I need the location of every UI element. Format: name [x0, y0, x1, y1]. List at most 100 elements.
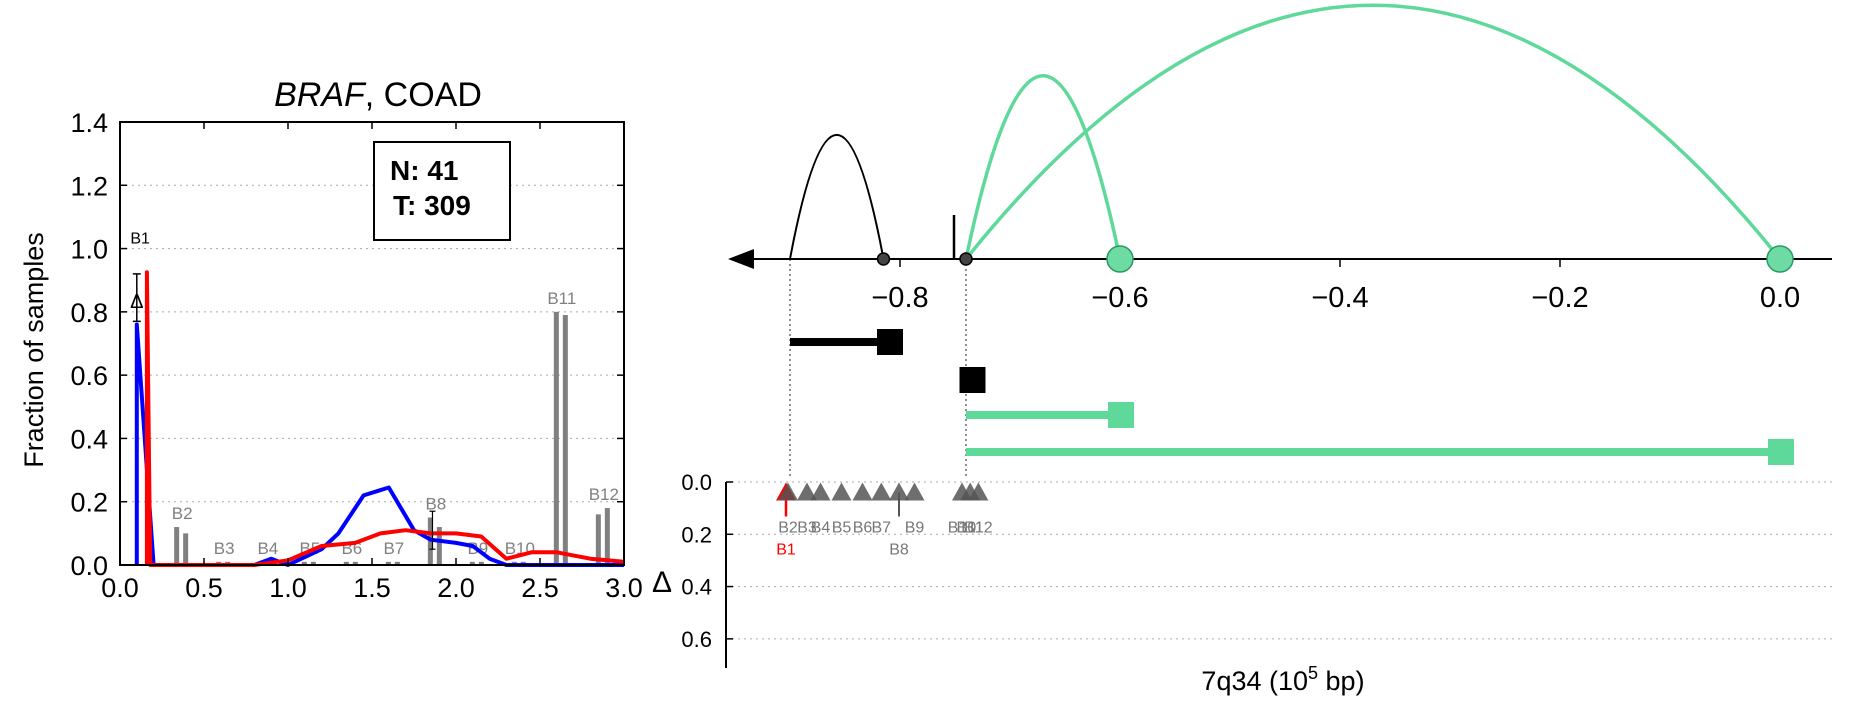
- left-gridlines: [120, 184, 624, 503]
- direction-arrow-icon: [728, 249, 754, 269]
- genomic-x-tick-label: −0.4: [1311, 282, 1368, 314]
- breakpoint-marker-triangle: [904, 482, 925, 501]
- breakpoint-marker-label: B11: [957, 519, 984, 536]
- left-x-tick-label: 2.0: [437, 573, 475, 603]
- arc-endpoint-dot: [876, 252, 891, 266]
- breakpoint-marker-label: B10: [948, 519, 977, 536]
- genomic-x-ticks: −0.8 −0.6 −0.4 −0.2 0.0: [871, 259, 1800, 314]
- left-y-tick-label: 0.2: [70, 488, 108, 518]
- left-y-tick-label: 1.2: [70, 171, 108, 201]
- arc: [964, 3, 1782, 261]
- left-chart-panel: BRAF, COAD Fraction of samples B1 B2 B3 B4 B…: [19, 76, 643, 603]
- bar-left: [595, 514, 601, 565]
- span-segment-end: [959, 367, 986, 393]
- genomic-x-tick-label: 0.0: [1760, 282, 1800, 314]
- bar-right: [604, 508, 610, 565]
- breakpoint-marker-triangle: [778, 482, 798, 501]
- breakpoint-marker-label: B9: [905, 519, 925, 536]
- left-y-tick-label: 0.6: [70, 361, 108, 391]
- delta-axis-label: Δ: [652, 566, 672, 599]
- delta-y-tick-label: 0.0: [681, 470, 712, 495]
- bar-left: [174, 527, 180, 565]
- bar-right: [436, 527, 442, 565]
- bar-left: [385, 561, 391, 565]
- genomic-x-tick-label: −0.2: [1531, 282, 1588, 314]
- breakpoint-marker-label: B7: [872, 519, 892, 536]
- red-series-line: [144, 270, 625, 567]
- left-x-tick-label: 0.5: [185, 573, 223, 603]
- arc-endpoints: [876, 245, 1794, 273]
- bar-label: B12: [589, 485, 619, 504]
- bar-right: [352, 561, 358, 565]
- breakpoint-marker-label: B5: [832, 519, 852, 536]
- bar-left: [343, 561, 349, 565]
- normal-count-label: N: 41: [390, 155, 458, 186]
- bar-right: [183, 533, 189, 565]
- breakpoint-marker-triangle: [797, 482, 817, 501]
- bar-label: B11: [547, 289, 576, 308]
- left-errorbars: Δ: [130, 273, 436, 550]
- bar-left: [553, 311, 559, 565]
- left-x-tick-label: 2.5: [521, 573, 559, 603]
- delta-y-tick-label: 0.2: [681, 522, 712, 547]
- bar-right: [310, 561, 316, 565]
- arc-endpoint-dot: [1106, 245, 1134, 273]
- delta-y-tick-label: 0.4: [681, 575, 712, 600]
- breakpoint-marker-triangle: [968, 482, 989, 501]
- guide-lines: [789, 259, 967, 478]
- breakpoint-marker-triangle: [810, 482, 831, 501]
- bar-label: B4: [257, 539, 278, 558]
- bar-right: [478, 561, 484, 565]
- breakpoint-marker-label: B8: [889, 541, 909, 558]
- counts-box-frame: [373, 141, 511, 241]
- bar-right: [394, 561, 400, 565]
- breakpoint-marker-label: B12: [964, 519, 993, 536]
- breakpoint-marker-triangle: [852, 482, 873, 501]
- span-segments: [790, 329, 1794, 465]
- left-series: [134, 270, 625, 567]
- breakpoint-marker-label: B4: [811, 519, 831, 536]
- breakpoint-marker-label: B6: [853, 519, 873, 536]
- span-segment-end: [1108, 402, 1134, 428]
- left-y-tick-label: 1.0: [70, 235, 108, 265]
- breakpoint-marker-label: B1: [776, 541, 796, 558]
- x-axis-label: 7q34 (105 bp): [1201, 663, 1364, 696]
- left-x-ticks: 0.0 0.5 1.0 1.5 2.0 2.5 3.0: [101, 122, 643, 603]
- left-y-tick-label: 1.4: [70, 108, 108, 138]
- arc-endpoint-dot: [959, 252, 973, 266]
- left-y-ticks: 0.0 0.2 0.4 0.6 0.8 1.0 1.2 1.4: [70, 108, 624, 581]
- genomic-x-tick-label: −0.6: [1091, 282, 1148, 314]
- span-segment-end: [877, 329, 903, 355]
- breakpoint-marker-label: B3: [797, 519, 817, 536]
- arc: [789, 133, 885, 260]
- breakpoint-marker-triangle: [831, 482, 852, 501]
- breakpoint-marker-triangle: [889, 482, 909, 501]
- breakpoint-marker-label: B2: [778, 519, 798, 536]
- counts-box: N: 41 T: 309: [373, 141, 511, 241]
- y-axis-label: Fraction of samples: [19, 232, 49, 468]
- arc: [964, 73, 1122, 260]
- bar-label: B7: [383, 539, 404, 558]
- left-x-tick-label: 1.0: [269, 573, 307, 603]
- left-y-tick-label: 0.8: [70, 298, 108, 328]
- delta-axis: 0.0 0.2 0.4 0.6: [681, 470, 1832, 668]
- bar-left: [469, 561, 475, 565]
- breakpoint-marker-triangle: [871, 482, 892, 501]
- delta-marker: Δ: [130, 291, 143, 313]
- delta-y-tick-label: 0.6: [681, 627, 712, 652]
- bar-label: B3: [214, 539, 235, 558]
- left-y-tick-label: 0.0: [70, 551, 108, 581]
- span-segment-end: [1768, 439, 1794, 465]
- blue-series-line: [134, 322, 624, 567]
- bar-label: B8: [425, 495, 446, 514]
- genomic-x-tick-label: −0.8: [871, 282, 928, 314]
- chart-title: BRAF, COAD: [274, 76, 482, 114]
- arc-endpoint-dot: [1766, 245, 1794, 273]
- tumor-count-label: T: 309: [393, 190, 471, 221]
- left-x-tick-label: 1.5: [353, 573, 391, 603]
- left-plot-frame: [119, 121, 625, 566]
- left-y-tick-label: 0.4: [70, 424, 108, 454]
